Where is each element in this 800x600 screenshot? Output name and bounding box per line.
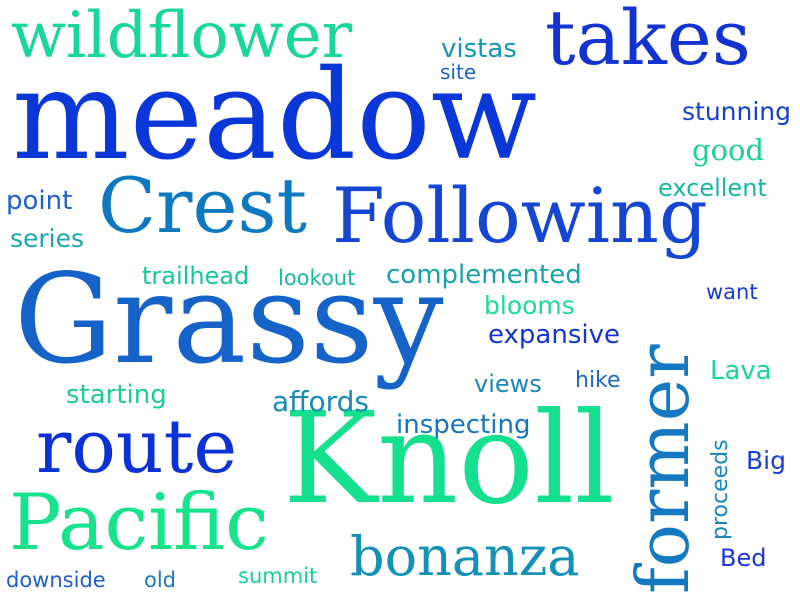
word-site: site [440, 60, 477, 84]
word-crest: Crest [98, 161, 307, 250]
word-route: route [36, 404, 238, 490]
word-affords: affords [272, 385, 369, 418]
word-lookout: lookout [278, 266, 356, 290]
word-lava: Lava [710, 356, 772, 386]
word-starting: starting [66, 380, 167, 410]
word-summit: summit [238, 564, 318, 588]
word-vistas: vistas [441, 34, 517, 64]
word-old: old [144, 568, 177, 592]
word-complemented: complemented [386, 260, 582, 290]
word-meadow: meadow [12, 44, 538, 188]
word-trailhead: trailhead [142, 262, 250, 290]
word-bonanza: bonanza [350, 525, 580, 588]
word-hike: hike [575, 368, 621, 393]
word-want: want [706, 280, 758, 304]
word-following: Following [332, 171, 708, 260]
word-stunning: stunning [682, 97, 792, 126]
word-expansive: expansive [488, 320, 620, 350]
word-grassy: Grassy [14, 248, 444, 392]
word-wildflower: wildflower [11, 0, 353, 73]
word-series: series [10, 224, 85, 253]
word-takes: takes [545, 0, 751, 82]
word-pacific: Pacific [9, 478, 269, 568]
word-views: views [474, 370, 542, 398]
word-bed: Bed [720, 544, 767, 572]
word-inspecting: inspecting [396, 410, 531, 440]
word-downside: downside [6, 568, 106, 592]
word-knoll: Knoll [283, 385, 615, 532]
word-former: former [621, 344, 705, 594]
word-point: point [6, 186, 73, 216]
word-big: Big [746, 446, 786, 475]
word-excellent: excellent [658, 174, 767, 202]
word-good: good [692, 133, 765, 167]
word-blooms: blooms [484, 291, 575, 320]
word-proceeds: proceeds [708, 439, 733, 540]
